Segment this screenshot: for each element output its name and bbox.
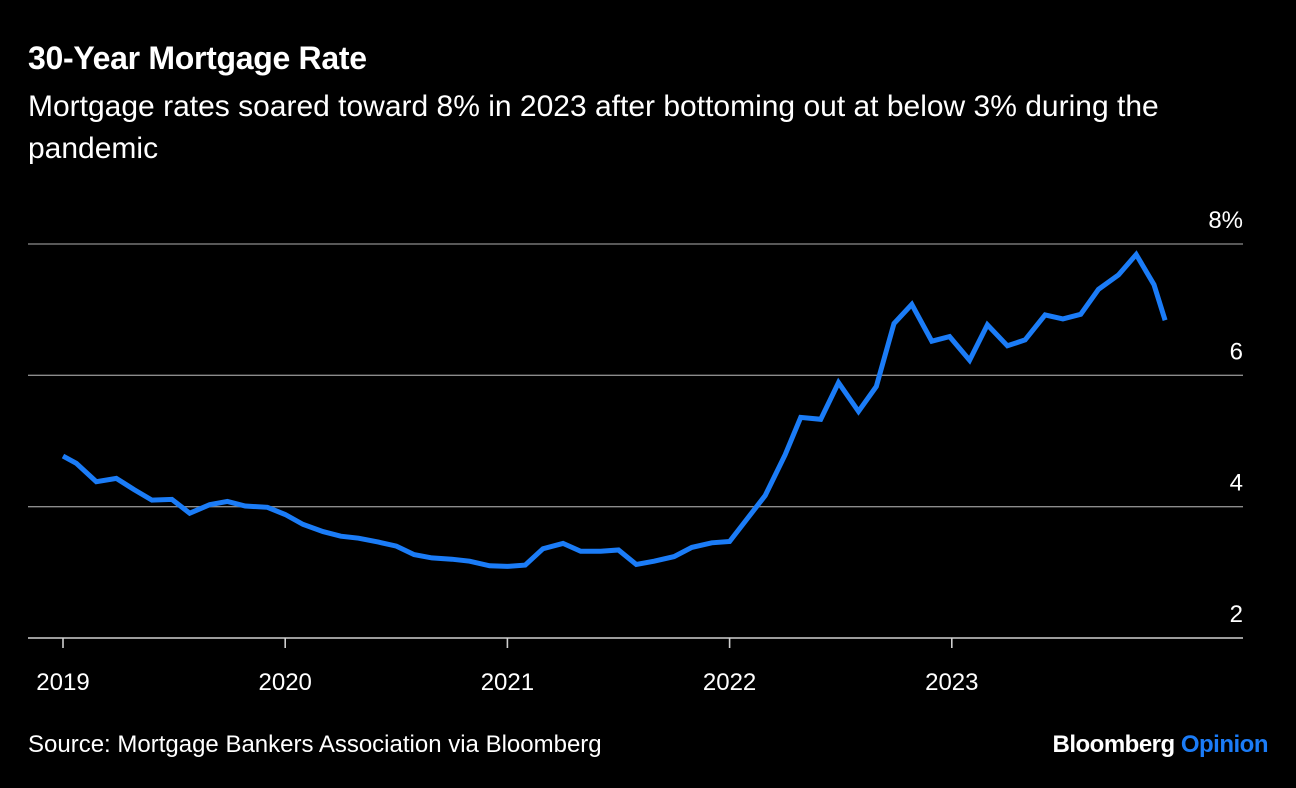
brand-section: Opinion [1180, 731, 1269, 758]
y-axis: 8% 6 4 2 [1208, 207, 1243, 628]
y-tick-label: 2 [1230, 601, 1243, 628]
y-tick-label: 8% [1208, 207, 1243, 234]
gridlines [28, 243, 1243, 639]
x-tick-label: 2021 [481, 669, 534, 696]
series-line-mortgage-rate [61, 250, 1168, 569]
y-tick-label: 6 [1230, 338, 1243, 365]
chart-subtitle: Mortgage rates soared toward 8% in 2023 … [28, 90, 1159, 165]
brand-name: Bloomberg [1052, 731, 1176, 758]
source-note: Source: Mortgage Bankers Association via… [28, 731, 602, 758]
chart-title: 30-Year Mortgage Rate [28, 40, 367, 76]
y-tick-label: 4 [1230, 470, 1243, 497]
brand-logo: Bloomberg Opinion [1053, 731, 1269, 759]
x-tick-label: 2022 [703, 669, 756, 696]
x-tick-label: 2020 [259, 669, 312, 696]
x-axis: 2019 2020 2021 2022 2023 [36, 638, 978, 696]
x-tick-label: 2019 [36, 669, 89, 696]
x-tick-label: 2023 [925, 669, 978, 696]
series-layer [61, 250, 1168, 569]
